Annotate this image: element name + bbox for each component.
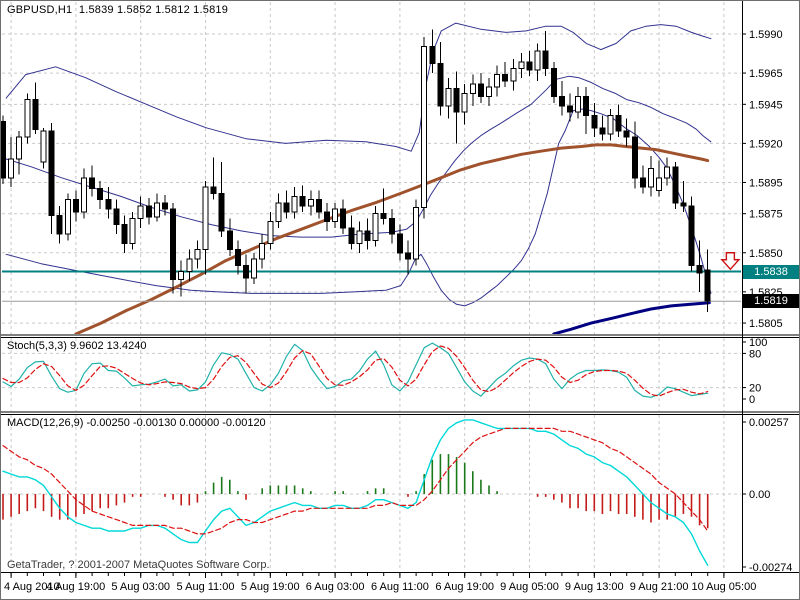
sell-signal-arrow-icon[interactable] bbox=[720, 252, 741, 271]
bollinger-middle-line bbox=[5, 75, 712, 238]
macd-panel bbox=[2, 419, 709, 566]
svg-text:6 Aug 03:00: 6 Aug 03:00 bbox=[306, 581, 365, 593]
trendline bbox=[552, 301, 711, 334]
svg-text:4 Aug 2010: 4 Aug 2010 bbox=[4, 581, 60, 593]
candlesticks-layer bbox=[1, 29, 711, 313]
svg-text:6 Aug 19:00: 6 Aug 19:00 bbox=[435, 581, 494, 593]
price-axis: 1.5990 1.5965 1.5945 1.5920 1.5895 1.5875 1.58… bbox=[742, 29, 792, 574]
svg-text:1.5990: 1.5990 bbox=[749, 29, 783, 41]
svg-text:9 Aug 05:00: 9 Aug 05:00 bbox=[500, 581, 559, 593]
svg-text:5 Aug 11:00: 5 Aug 11:00 bbox=[177, 581, 235, 593]
svg-text:5 Aug 03:00: 5 Aug 03:00 bbox=[111, 581, 170, 593]
svg-text:0.00: 0.00 bbox=[749, 489, 770, 501]
hline-price-badge: 1.5838 bbox=[743, 264, 799, 279]
svg-text:20: 20 bbox=[749, 383, 761, 395]
svg-text:0.00257: 0.00257 bbox=[749, 417, 789, 429]
stoch-indicator-label: Stoch(5,3,3) 9.9602 13.4240 bbox=[7, 340, 147, 352]
svg-text:5 Aug 19:00: 5 Aug 19:00 bbox=[241, 581, 300, 593]
svg-text:1.5850: 1.5850 bbox=[749, 248, 783, 260]
macd-indicator-label: MACD(12,26,9) -0.00250 -0.00130 0.00000 … bbox=[7, 417, 266, 429]
svg-text:1.5965: 1.5965 bbox=[749, 68, 783, 80]
bollinger-lower-line bbox=[5, 108, 712, 307]
svg-text:80: 80 bbox=[749, 348, 761, 360]
svg-text:9 Aug 13:00: 9 Aug 13:00 bbox=[565, 581, 624, 593]
svg-text:0: 0 bbox=[749, 394, 755, 406]
bollinger-upper-line bbox=[5, 22, 712, 152]
panel-frame bbox=[1, 1, 799, 573]
svg-text:100: 100 bbox=[749, 337, 767, 349]
svg-text:1.5875: 1.5875 bbox=[749, 209, 783, 221]
grid-lines bbox=[2, 2, 741, 571]
svg-text:1.5805: 1.5805 bbox=[749, 318, 783, 330]
svg-text:9 Aug 21:00: 9 Aug 21:00 bbox=[630, 581, 689, 593]
svg-text:1.5895: 1.5895 bbox=[749, 177, 783, 189]
copyright-text: GetaTrader, ? 2001-2007 MetaQuotes Softw… bbox=[7, 559, 270, 571]
svg-text:1.5920: 1.5920 bbox=[749, 138, 783, 150]
stochastic-panel bbox=[2, 342, 709, 398]
svg-text:4 Aug 19:00: 4 Aug 19:00 bbox=[47, 581, 106, 593]
svg-text:10 Aug 05:00: 10 Aug 05:00 bbox=[691, 581, 756, 593]
chart-ohlc-title: GBPUSD,H1 1.5839 1.5852 1.5812 1.5819 bbox=[7, 4, 229, 16]
current-price-badge: 1.5819 bbox=[743, 294, 799, 309]
svg-text:-0.00274: -0.00274 bbox=[749, 562, 792, 574]
svg-text:1.5945: 1.5945 bbox=[749, 99, 783, 111]
svg-text:6 Aug 11:00: 6 Aug 11:00 bbox=[371, 581, 429, 593]
